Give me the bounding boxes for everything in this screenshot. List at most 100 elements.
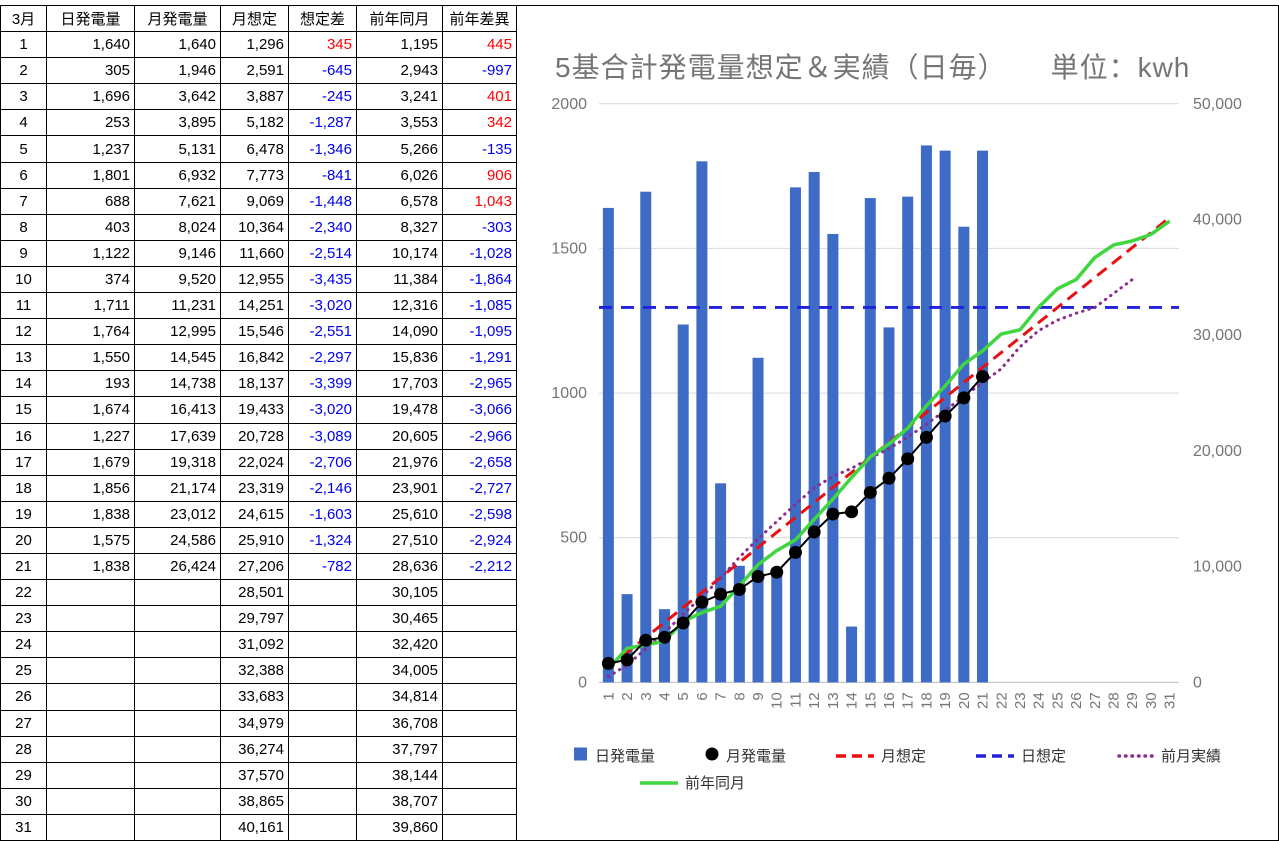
value-cell[interactable]: -2,514 [289,240,357,267]
value-cell[interactable]: 9,520 [135,266,221,294]
value-cell[interactable] [289,788,357,815]
value-cell[interactable]: 1,640 [135,32,221,59]
value-cell[interactable]: 3,553 [357,110,443,137]
value-cell[interactable]: -3,089 [289,423,357,450]
value-cell[interactable] [135,658,221,685]
value-cell[interactable] [443,736,517,763]
value-cell[interactable]: 37,797 [357,736,443,763]
value-cell[interactable] [289,606,357,633]
value-cell[interactable]: 342 [443,110,517,137]
value-cell[interactable]: -3,020 [289,397,357,424]
day-cell[interactable]: 29 [1,762,47,789]
value-cell[interactable]: 40,161 [221,814,289,841]
value-cell[interactable]: 1,764 [47,319,135,346]
day-cell[interactable]: 24 [1,632,47,659]
value-cell[interactable]: 10,174 [357,240,443,267]
day-cell[interactable]: 21 [1,553,47,581]
day-cell[interactable]: 14 [1,371,47,398]
value-cell[interactable]: 14,090 [357,319,443,346]
value-cell[interactable]: 374 [47,266,135,294]
value-cell[interactable]: -1,028 [443,240,517,267]
value-cell[interactable]: 24,586 [135,527,221,554]
header-cell[interactable]: 前年差異 [443,6,517,33]
value-cell[interactable]: 5,266 [357,136,443,163]
value-cell[interactable]: 10,364 [221,214,289,241]
value-cell[interactable]: -3,020 [289,293,357,320]
value-cell[interactable]: 1,838 [47,553,135,581]
value-cell[interactable]: 23,319 [221,475,289,502]
value-cell[interactable]: -2,297 [289,345,357,372]
value-cell[interactable]: 11,384 [357,266,443,294]
value-cell[interactable]: 9,146 [135,240,221,267]
value-cell[interactable]: 305 [47,58,135,85]
value-cell[interactable]: -2,212 [443,553,517,581]
value-cell[interactable]: -2,727 [443,475,517,502]
day-cell[interactable]: 8 [1,214,47,241]
value-cell[interactable]: 16,413 [135,397,221,424]
value-cell[interactable]: -841 [289,162,357,189]
value-cell[interactable]: 38,144 [357,762,443,789]
value-cell[interactable]: 1,227 [47,423,135,450]
header-cell[interactable]: 想定差 [289,6,357,33]
value-cell[interactable]: 12,316 [357,293,443,320]
value-cell[interactable]: 31,092 [221,632,289,659]
value-cell[interactable]: -245 [289,84,357,111]
value-cell[interactable]: 7,621 [135,188,221,215]
value-cell[interactable]: 14,545 [135,345,221,372]
day-cell[interactable]: 19 [1,501,47,528]
value-cell[interactable]: 445 [443,32,517,59]
value-cell[interactable]: 39,860 [357,814,443,841]
value-cell[interactable] [135,736,221,763]
value-cell[interactable]: -1,448 [289,188,357,215]
value-cell[interactable]: 1,640 [47,32,135,59]
value-cell[interactable]: 14,738 [135,371,221,398]
value-cell[interactable] [443,606,517,633]
value-cell[interactable]: 1,674 [47,397,135,424]
value-cell[interactable] [289,814,357,841]
value-cell[interactable]: 14,251 [221,293,289,320]
value-cell[interactable]: -645 [289,58,357,85]
value-cell[interactable]: 22,024 [221,449,289,476]
value-cell[interactable]: -3,066 [443,397,517,424]
day-cell[interactable]: 25 [1,658,47,685]
day-cell[interactable]: 10 [1,266,47,294]
day-cell[interactable]: 17 [1,449,47,476]
value-cell[interactable]: -2,966 [443,423,517,450]
value-cell[interactable]: 25,610 [357,501,443,528]
day-cell[interactable]: 13 [1,345,47,372]
value-cell[interactable]: 24,615 [221,501,289,528]
value-cell[interactable]: -1,603 [289,501,357,528]
value-cell[interactable]: -303 [443,214,517,241]
value-cell[interactable] [47,632,135,659]
value-cell[interactable]: 9,069 [221,188,289,215]
value-cell[interactable]: 33,683 [221,684,289,711]
value-cell[interactable]: -2,551 [289,319,357,346]
day-cell[interactable]: 22 [1,580,47,607]
value-cell[interactable] [135,606,221,633]
value-cell[interactable]: 15,546 [221,319,289,346]
value-cell[interactable]: 20,728 [221,423,289,450]
header-cell[interactable]: 月発電量 [135,6,221,33]
value-cell[interactable]: 34,979 [221,710,289,737]
value-cell[interactable]: 17,703 [357,371,443,398]
day-cell[interactable]: 6 [1,162,47,189]
value-cell[interactable]: 6,026 [357,162,443,189]
value-cell[interactable]: 36,274 [221,736,289,763]
day-cell[interactable]: 7 [1,188,47,215]
value-cell[interactable] [443,632,517,659]
value-cell[interactable]: 8,327 [357,214,443,241]
value-cell[interactable]: 28,636 [357,553,443,581]
value-cell[interactable] [289,762,357,789]
value-cell[interactable]: 401 [443,84,517,111]
value-cell[interactable] [47,684,135,711]
day-cell[interactable]: 9 [1,240,47,267]
value-cell[interactable]: -1,864 [443,266,517,294]
value-cell[interactable] [443,710,517,737]
value-cell[interactable] [443,684,517,711]
day-cell[interactable]: 26 [1,684,47,711]
value-cell[interactable]: 6,478 [221,136,289,163]
value-cell[interactable] [443,788,517,815]
day-cell[interactable]: 18 [1,475,47,502]
value-cell[interactable]: -3,435 [289,266,357,294]
value-cell[interactable]: 1,946 [135,58,221,85]
